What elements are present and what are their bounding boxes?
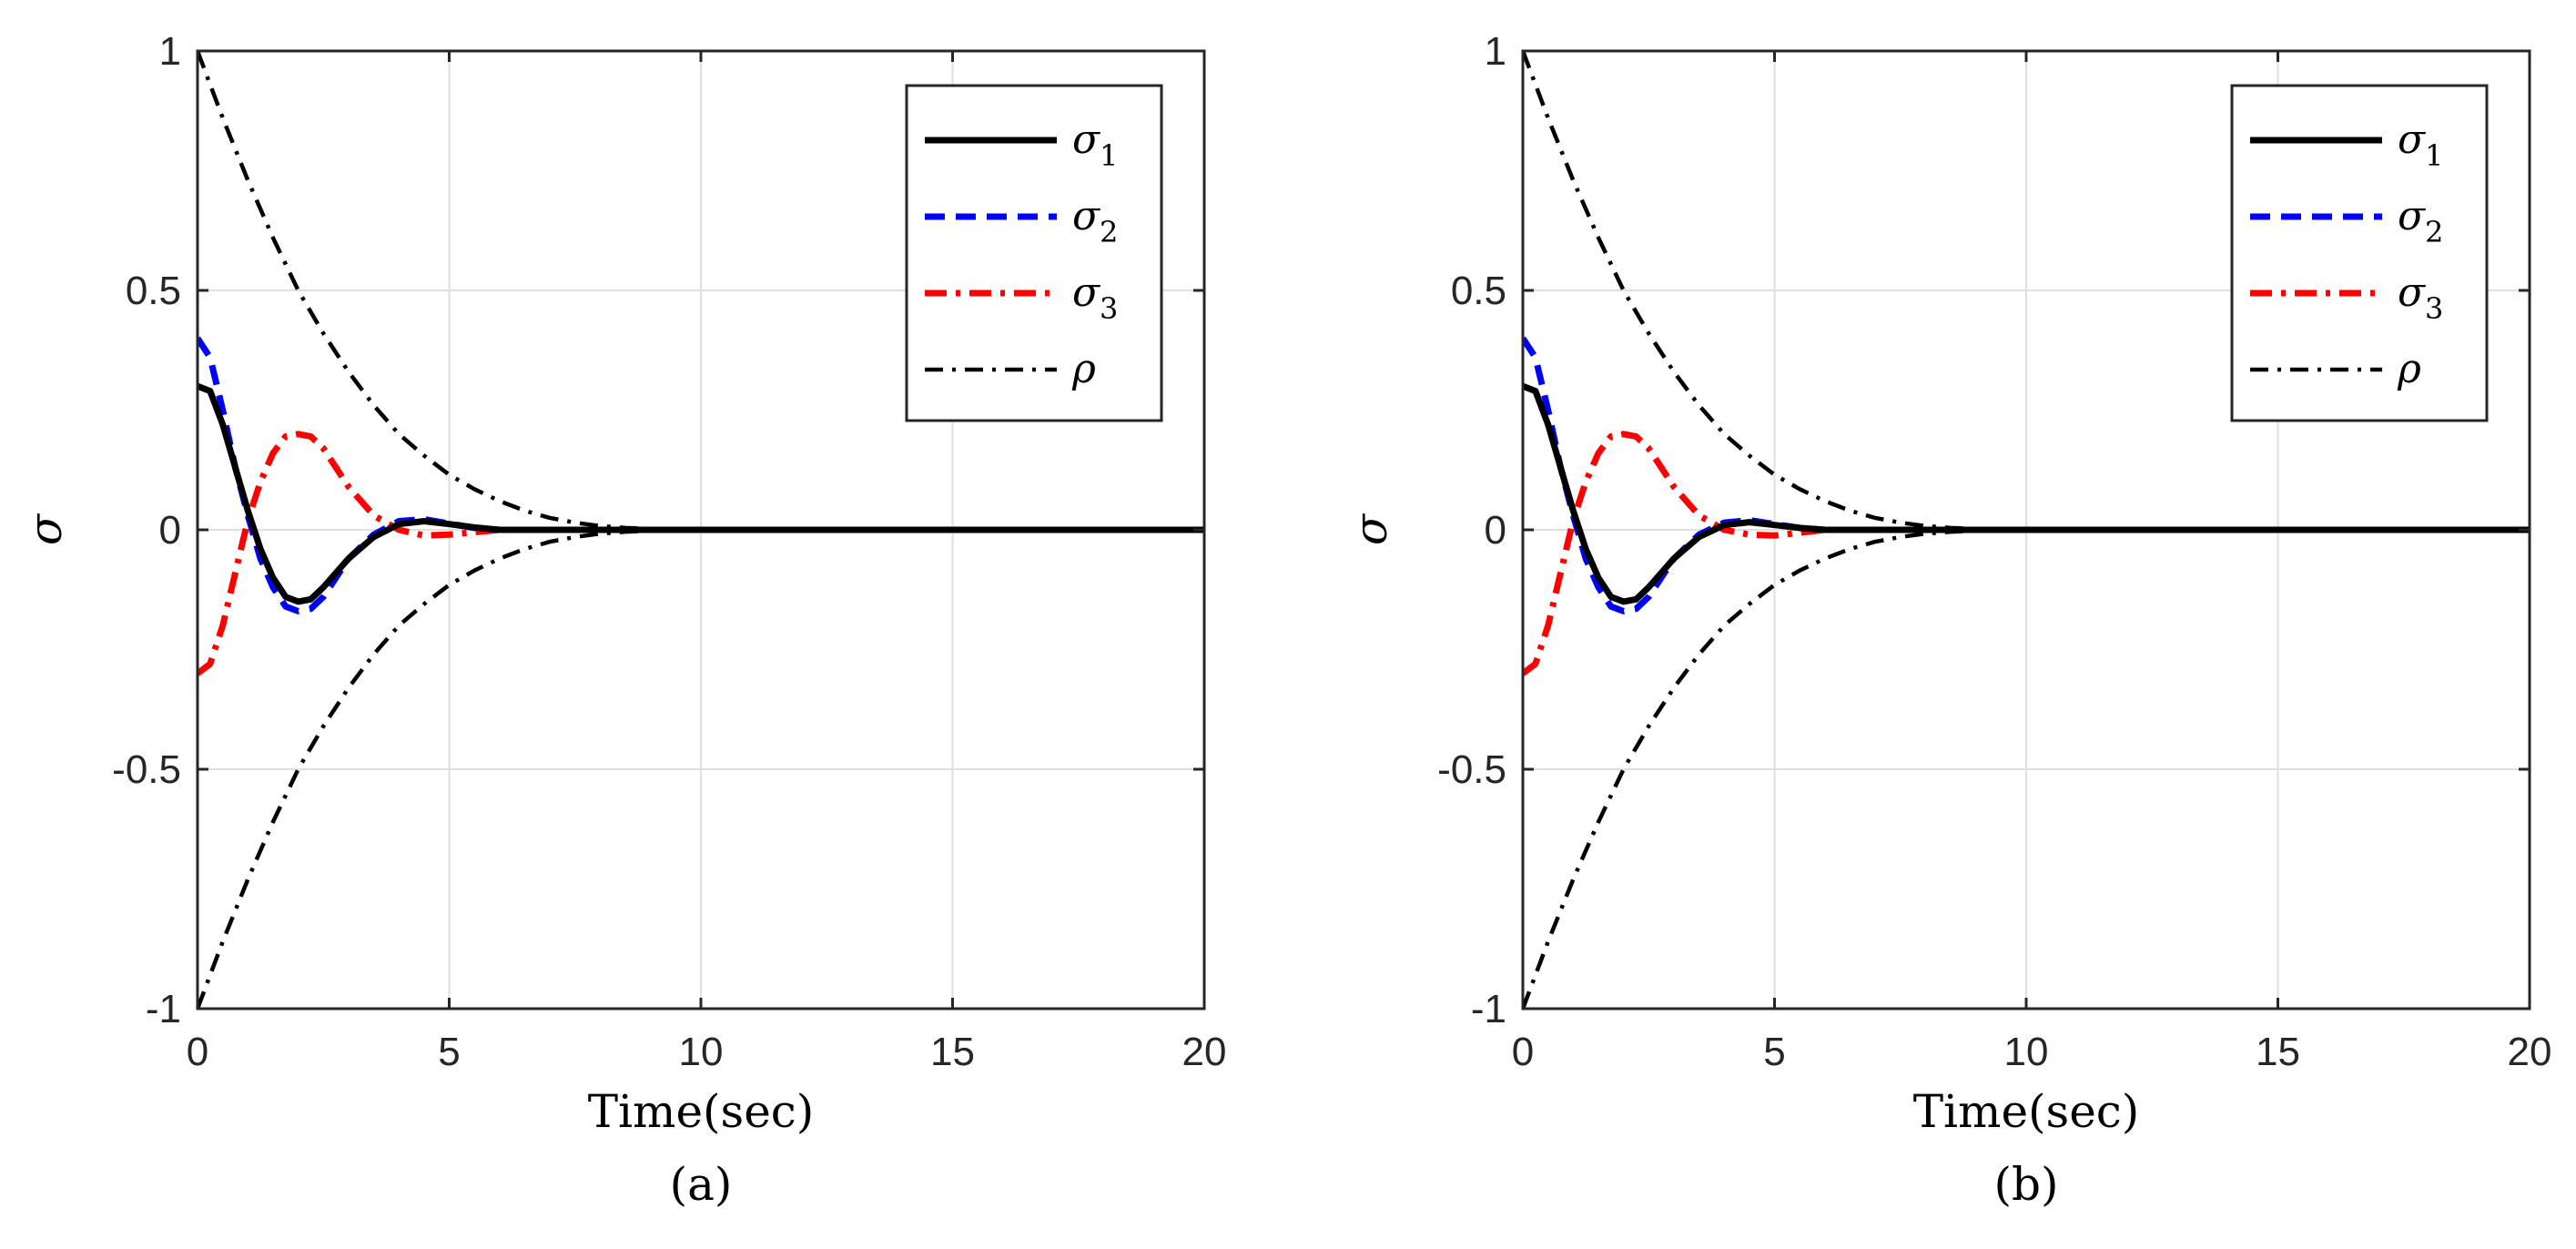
- x-tick-label: 15: [2256, 1030, 2300, 1074]
- legend-subscript: 2: [1100, 215, 1118, 249]
- y-axis-label: σ: [1344, 513, 1397, 545]
- x-tick-label: 5: [1763, 1030, 1785, 1074]
- series-line-σ1: [1523, 382, 2530, 605]
- x-tick-label: 5: [438, 1030, 460, 1074]
- x-tick-label: 20: [2508, 1030, 2552, 1074]
- series-line-σ3: [198, 431, 1204, 676]
- legend-subscript: 2: [2425, 215, 2443, 249]
- legend-label-ρ: ρ: [1071, 346, 1096, 392]
- y-tick-label: -0.5: [1437, 747, 1506, 792]
- y-tick-label: 1: [1485, 29, 1506, 74]
- x-axis-label: Time(sec): [588, 1085, 815, 1138]
- legend-subscript: 3: [2425, 291, 2443, 326]
- y-tick-label: 0.5: [126, 269, 181, 313]
- panel-caption: (b): [1993, 1158, 2058, 1211]
- x-axis-label: Time(sec): [1913, 1085, 2140, 1138]
- legend-subscript: 1: [1100, 138, 1118, 173]
- x-tick-label: 20: [1182, 1030, 1227, 1074]
- legend-label-ρ: ρ: [2397, 346, 2421, 392]
- y-tick-label: 0.5: [1451, 269, 1506, 313]
- series-line-ρ: [198, 50, 1204, 533]
- y-tick-label: -1: [1471, 987, 1506, 1031]
- panel-caption: (a): [670, 1158, 733, 1211]
- series-line-σ1: [198, 382, 1204, 605]
- series-line-ρ: [1523, 50, 2530, 533]
- legend-subscript: 1: [2425, 138, 2443, 173]
- series-line--ρ: [198, 527, 1204, 1010]
- x-tick-label: 15: [930, 1030, 975, 1074]
- legend-subscript: 3: [1100, 291, 1118, 326]
- series-line--ρ: [1523, 527, 2530, 1010]
- y-tick-label: -0.5: [112, 747, 181, 792]
- y-tick-label: 1: [159, 29, 181, 74]
- y-tick-label: 0: [1485, 508, 1506, 553]
- x-tick-label: 10: [2004, 1030, 2049, 1074]
- x-tick-label: 0: [187, 1030, 208, 1074]
- y-tick-label: 0: [159, 508, 181, 553]
- y-tick-label: -1: [146, 987, 181, 1031]
- x-tick-label: 0: [1512, 1030, 1534, 1074]
- y-axis-label: σ: [19, 513, 72, 545]
- x-tick-label: 10: [679, 1030, 724, 1074]
